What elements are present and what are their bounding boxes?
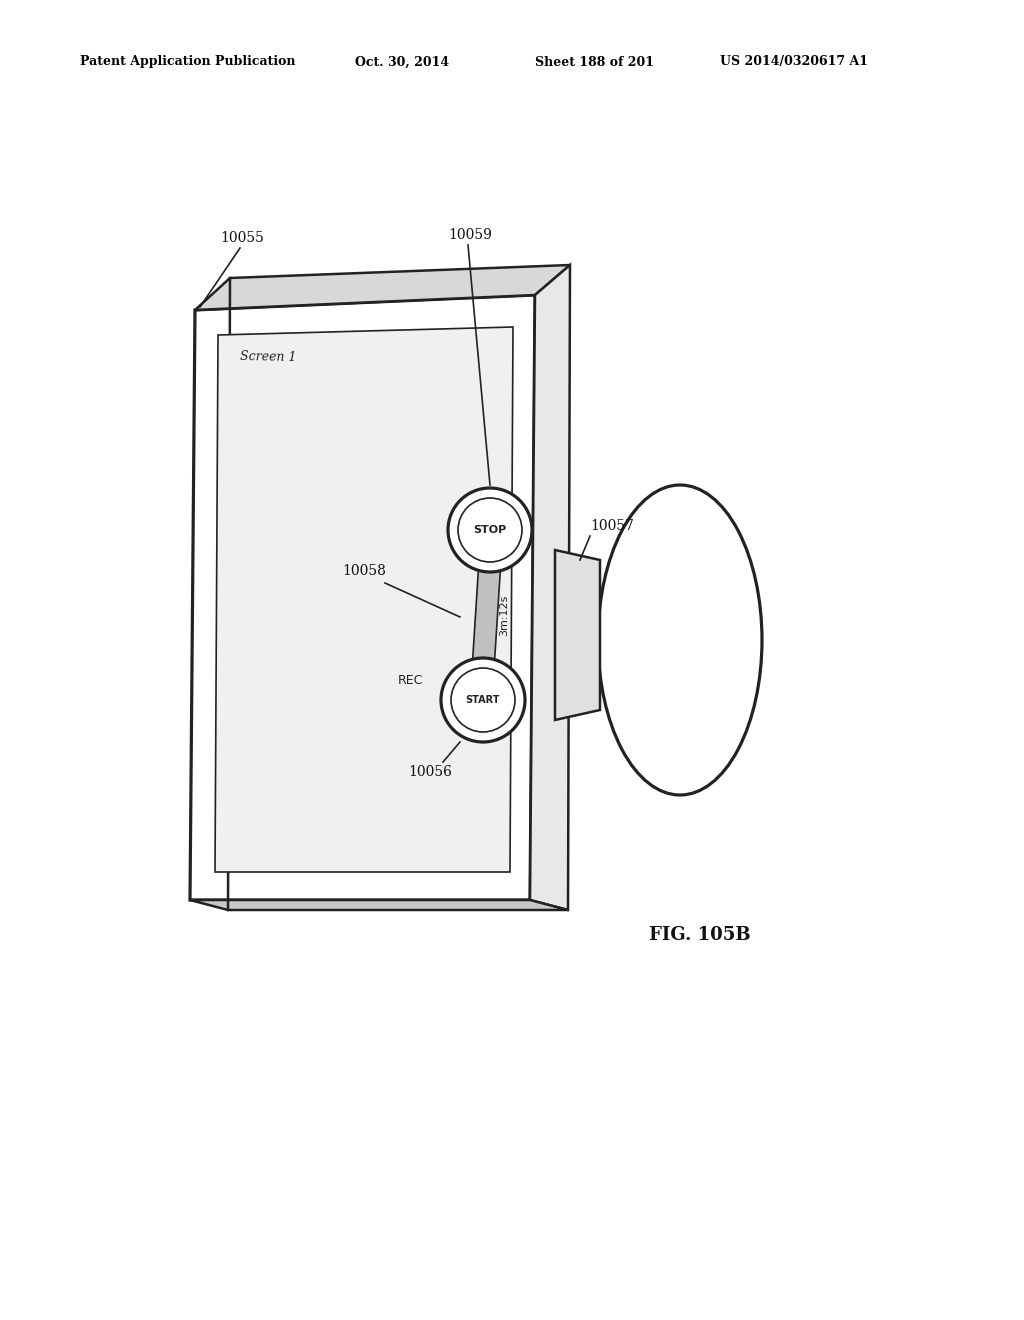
Polygon shape xyxy=(190,900,568,909)
Polygon shape xyxy=(195,265,570,310)
Circle shape xyxy=(441,657,525,742)
Text: REC: REC xyxy=(397,673,423,686)
Polygon shape xyxy=(555,550,600,719)
Polygon shape xyxy=(530,265,570,909)
Circle shape xyxy=(449,488,532,572)
Circle shape xyxy=(451,668,515,733)
Text: 3m:12s: 3m:12s xyxy=(499,594,509,636)
Text: 10059: 10059 xyxy=(449,228,492,242)
Text: Screen 1: Screen 1 xyxy=(240,350,297,364)
Text: 10056: 10056 xyxy=(408,766,452,779)
Circle shape xyxy=(458,498,522,562)
Text: STOP: STOP xyxy=(473,525,507,535)
Polygon shape xyxy=(190,294,535,900)
Text: START: START xyxy=(466,696,501,705)
Text: 10058: 10058 xyxy=(342,564,386,578)
Text: US 2014/0320617 A1: US 2014/0320617 A1 xyxy=(720,55,868,69)
Polygon shape xyxy=(472,560,501,671)
Polygon shape xyxy=(215,327,513,873)
Text: Patent Application Publication: Patent Application Publication xyxy=(80,55,296,69)
Text: Sheet 188 of 201: Sheet 188 of 201 xyxy=(535,55,654,69)
Text: Oct. 30, 2014: Oct. 30, 2014 xyxy=(355,55,450,69)
Ellipse shape xyxy=(598,484,762,795)
Text: 10057: 10057 xyxy=(590,519,634,533)
Text: FIG. 105B: FIG. 105B xyxy=(649,927,751,944)
Text: 10055: 10055 xyxy=(220,231,264,246)
